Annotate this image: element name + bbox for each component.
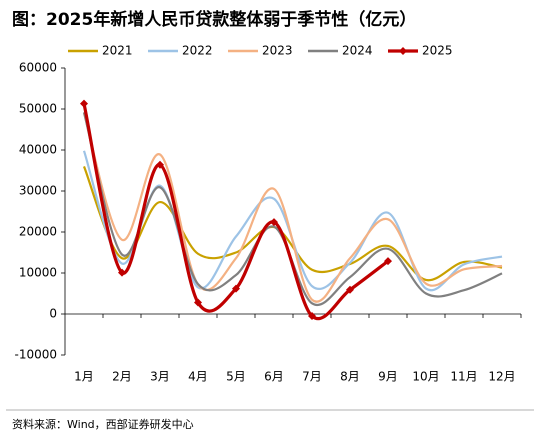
legend-label: 2024	[342, 44, 373, 58]
marker	[346, 285, 354, 294]
x-tick-label: 9月	[378, 370, 398, 384]
x-tick-label: 5月	[226, 370, 246, 384]
y-tick-label: 10000	[19, 266, 57, 280]
marker	[270, 218, 278, 227]
y-tick-label: 30000	[19, 184, 57, 198]
x-tick-label: 6月	[264, 370, 284, 384]
marker	[80, 99, 88, 108]
x-tick-label: 7月	[302, 370, 322, 384]
x-tick-label: 3月	[150, 370, 170, 384]
x-tick-label: 12月	[488, 370, 515, 384]
marker	[156, 160, 164, 169]
x-tick-label: 8月	[340, 370, 360, 384]
y-tick-label: 40000	[19, 143, 57, 157]
marker	[194, 298, 202, 307]
y-tick-label: 50000	[19, 102, 57, 116]
source: 资料来源：Wind，西部证券研发中心	[12, 417, 194, 431]
legend-label: 2023	[262, 44, 293, 58]
marker	[308, 312, 316, 321]
marker	[384, 257, 392, 266]
y-tick-label: 60000	[19, 61, 57, 75]
legend-label: 2025	[422, 44, 453, 58]
chart-title: 图：2025年新增人民币贷款整体弱于季节性（亿元）	[12, 9, 416, 30]
x-tick-label: 11月	[450, 370, 477, 384]
legend-label: 2021	[102, 44, 133, 58]
legend-label: 2022	[182, 44, 213, 58]
x-tick-label: 1月	[74, 370, 94, 384]
y-tick-label: 0	[49, 307, 57, 321]
marker	[118, 268, 126, 277]
y-tick-label: 20000	[19, 225, 57, 239]
x-tick-label: 10月	[412, 370, 439, 384]
x-tick-label: 2月	[112, 370, 132, 384]
line	[82, 112, 503, 303]
x-tick-label: 4月	[188, 370, 208, 384]
legend-marker	[399, 47, 407, 55]
marker	[232, 284, 240, 293]
y-tick-label: -10000	[14, 348, 57, 362]
